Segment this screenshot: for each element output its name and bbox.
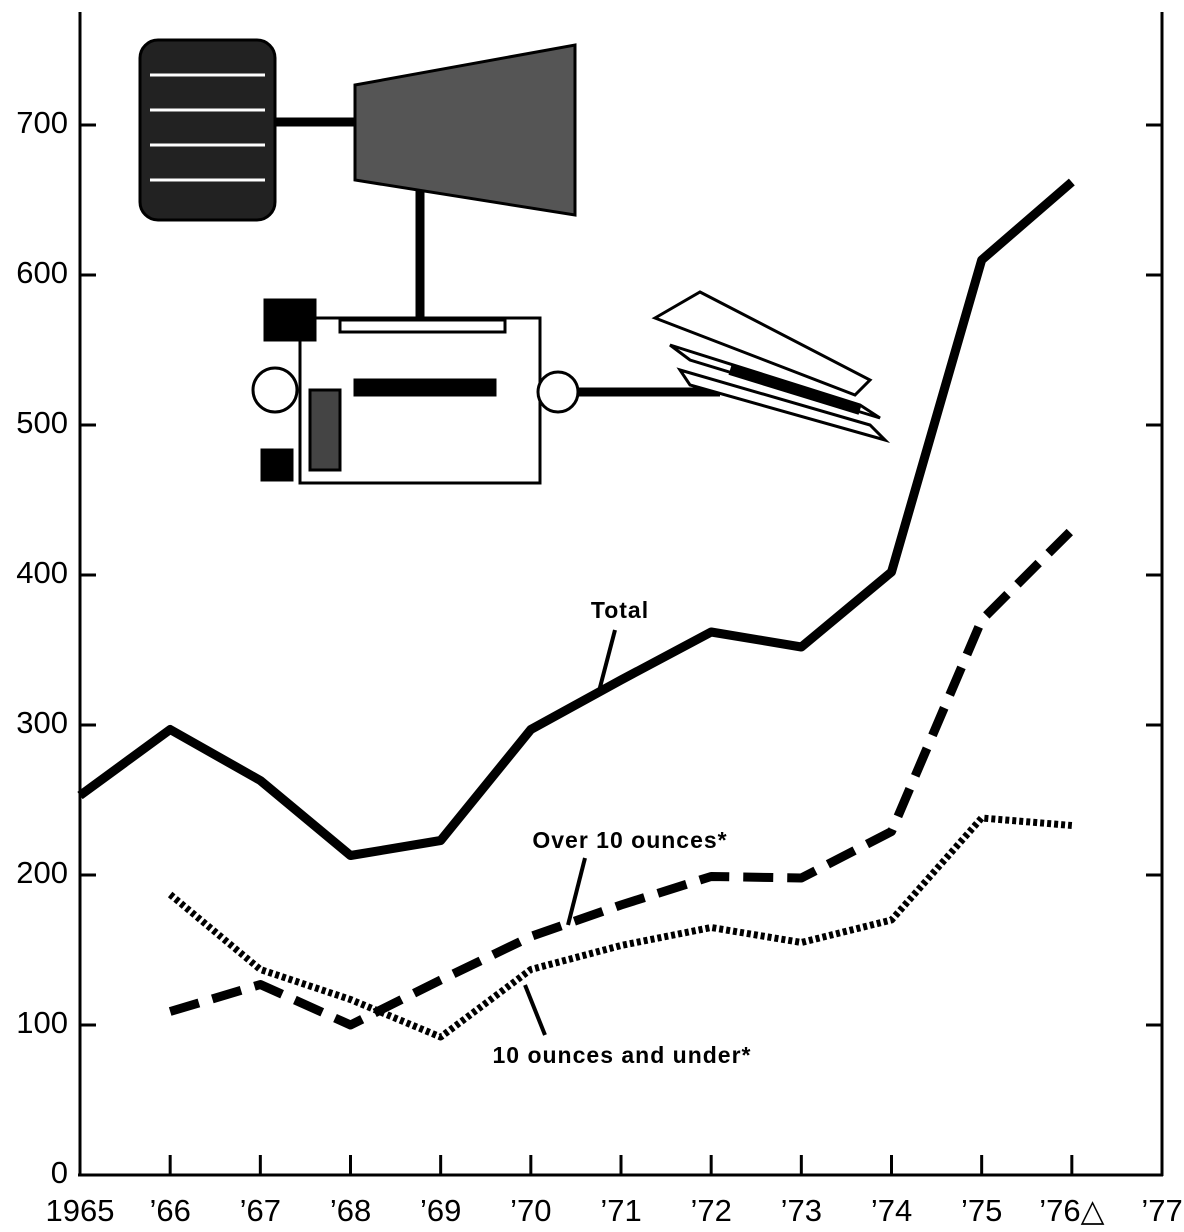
x-tick-label: ’68: [330, 1193, 371, 1228]
series-label: Total: [591, 597, 649, 623]
y-tick-label: 0: [51, 1155, 68, 1190]
y-tick-label: 600: [16, 255, 68, 290]
y-tick-label: 200: [16, 855, 68, 890]
x-tick-label: ’77: [1141, 1193, 1182, 1228]
y-tick-label: 300: [16, 705, 68, 740]
y-tick-label: 100: [16, 1005, 68, 1040]
x-tick-label: ’73: [781, 1193, 822, 1228]
series-label: 10 ounces and under*: [492, 1042, 751, 1068]
x-tick-label: ’74: [871, 1193, 912, 1228]
illustration: [140, 40, 885, 483]
x-tick-label: ’67: [240, 1193, 281, 1228]
x-tick-label: ’69: [420, 1193, 461, 1228]
x-tick-label: ’72: [690, 1193, 731, 1228]
y-tick-label: 700: [16, 105, 68, 140]
x-tick-label: ’75: [961, 1193, 1002, 1228]
x-tick-label: ’70: [510, 1193, 551, 1228]
series-label: Over 10 ounces*: [532, 827, 727, 853]
x-tick-label: ’71: [600, 1193, 641, 1228]
x-tick-label: ’66: [149, 1193, 190, 1228]
x-tick-label: 1965: [46, 1193, 115, 1228]
y-tick-label: 400: [16, 555, 68, 590]
chart: Total Over 10 ounces* 10 ounces and unde…: [0, 0, 1184, 1232]
x-tick-label: ’76△: [1039, 1193, 1104, 1228]
y-tick-label: 500: [16, 405, 68, 440]
